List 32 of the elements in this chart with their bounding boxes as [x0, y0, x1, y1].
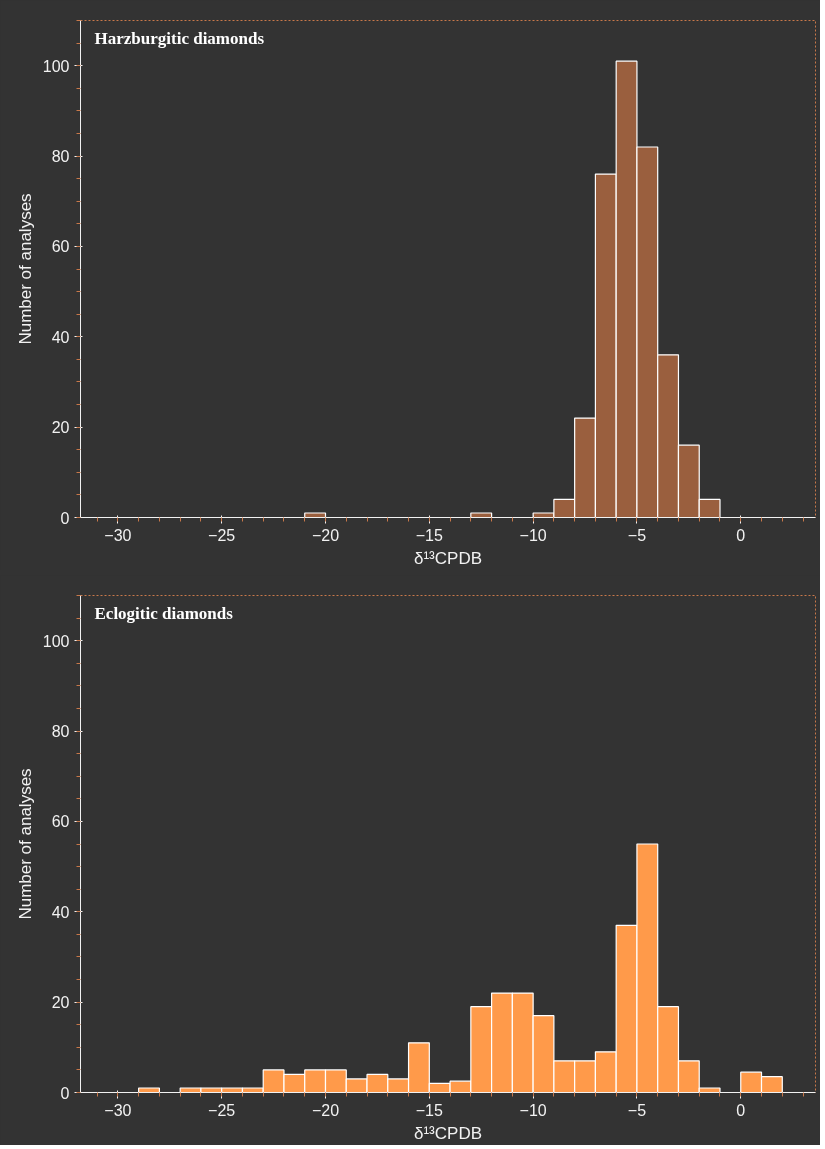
x-axis-title: δ¹³CPDB	[413, 1123, 483, 1143]
y-tick-label: 60	[51, 813, 70, 831]
y-tick-label: 0	[60, 1084, 70, 1102]
x-tick-label: −10	[519, 1101, 547, 1119]
x-tick-label: −30	[104, 526, 132, 544]
y-tick-label: 20	[51, 419, 70, 437]
x-tick-label: −25	[208, 1101, 236, 1119]
y-tick-label: 80	[51, 723, 70, 741]
x-tick-label: 0	[736, 1101, 746, 1119]
y-axis-title: Number of analyses	[15, 768, 35, 920]
x-tick-label: −20	[311, 1101, 340, 1119]
y-axis-title: Number of analyses	[15, 193, 35, 345]
x-tick-label: −25	[208, 526, 236, 544]
x-tick-label: −15	[415, 1101, 443, 1119]
x-tick-label: −30	[104, 1101, 132, 1119]
x-axis-title: δ¹³CPDB	[413, 548, 483, 568]
y-tick-label: 40	[51, 328, 70, 346]
x-tick-label: −5	[627, 1101, 647, 1119]
y-tick-label: 100	[42, 57, 70, 75]
y-tick-label: 100	[42, 632, 70, 650]
x-tick-label: −5	[627, 526, 647, 544]
text: Eclogitic diamonds	[94, 603, 234, 623]
x-tick-label: 0	[736, 526, 746, 544]
y-tick-label: 80	[51, 148, 70, 166]
y-tick-label: 40	[51, 903, 70, 921]
y-tick-label: 60	[51, 238, 70, 256]
y-tick-label: 0	[60, 509, 70, 527]
x-tick-label: −15	[415, 526, 443, 544]
y-tick-label: 20	[51, 994, 70, 1012]
x-tick-label: −10	[519, 526, 547, 544]
x-tick-label: −20	[311, 526, 340, 544]
text: Harzburgitic diamonds	[94, 28, 265, 48]
